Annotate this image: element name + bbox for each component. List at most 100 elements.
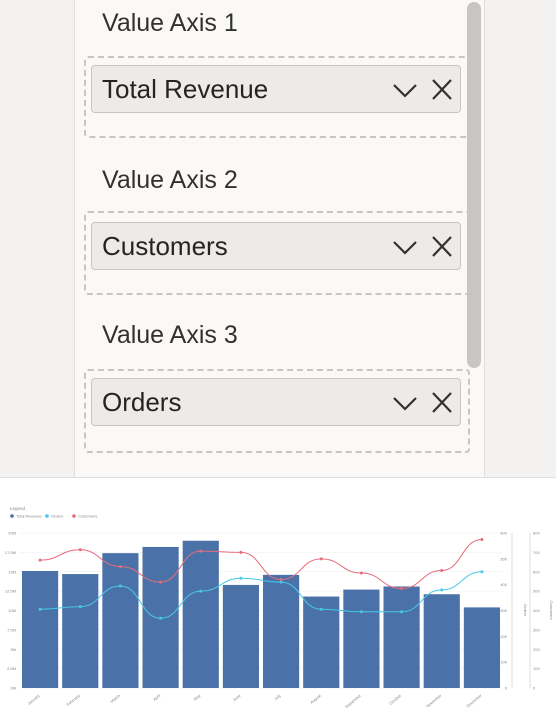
bar-total-revenue [22,570,59,688]
y3-tick-label: 600 [533,569,540,574]
customers-point [78,548,82,552]
y3-tick-label: 100 [533,666,540,671]
orders-point [480,570,484,574]
y2-tick-label: 400 [500,582,507,587]
x-tick-label: July [273,693,282,701]
y-tick-label: 7.5M [7,627,16,632]
combo-chart: Legend Total Revenue Orders Customers 0M 2.5M… [5,506,554,710]
field-pill-orders[interactable]: Orders [91,378,461,426]
chevron-down-icon[interactable] [392,78,418,102]
y2-tick-label: 600 [500,531,507,536]
y3-axis-label: Customers [549,600,554,619]
close-icon[interactable] [429,235,455,259]
value-axis-2-drop-zone[interactable] [84,211,470,295]
y3-tick-label: 300 [533,627,540,632]
customers-point [159,580,163,584]
orders-point [319,607,323,611]
bar-total-revenue [62,574,99,688]
y-tick-label: 20M [8,531,16,536]
x-tick-label: May [192,693,201,702]
x-tick-label: January [27,693,41,706]
customers-point [38,558,42,562]
legend-marker [72,514,76,518]
value-axis-1-drop-zone[interactable] [84,56,470,138]
legend-title: Legend [10,506,26,511]
bar-total-revenue [463,607,500,688]
x-tick-label: June [232,692,242,702]
value-axis-3-title: Value Axis 3 [102,321,238,349]
bar-total-revenue [222,584,259,688]
orders-point [38,607,42,611]
legend-item: Customers [78,514,97,519]
y-tick-label: 5M [10,647,16,652]
customers-point [118,565,122,569]
y2-tick-label: 200 [500,634,507,639]
panel-scrollbar[interactable] [467,2,481,368]
field-pill-total-revenue[interactable]: Total Revenue [91,65,461,113]
close-icon[interactable] [429,78,455,102]
combo-chart-visual[interactable]: Legend Total Revenue Orders Customers 0M 2.5M… [0,477,556,716]
bar-total-revenue [383,586,420,688]
customers-point [239,550,243,554]
y-tick-label: 2.5M [7,666,16,671]
y-tick-label: 12.5M [5,589,16,594]
y2-axis-label: Orders [523,604,528,616]
y3-tick-label: 500 [533,589,540,594]
orders-point [239,576,243,580]
customers-point [199,549,203,553]
x-tick-label: November [425,693,443,709]
orders-point [359,610,363,614]
field-pill-customers[interactable]: Customers [91,222,461,270]
legend-marker [10,514,14,518]
y-tick-label: 0M [10,686,16,691]
customers-point [480,537,484,541]
chevron-down-icon[interactable] [392,391,418,415]
field-pill-label: Orders [102,387,182,417]
legend-marker [45,514,49,518]
orders-point [440,588,444,592]
y-tick-label: 15M [8,569,16,574]
orders-point [400,610,404,614]
y2-tick-label: 300 [500,608,507,613]
x-tick-label: February [65,693,80,707]
customers-point [400,587,404,591]
value-axis-3-drop-zone[interactable] [84,369,470,453]
bar-total-revenue [263,574,300,688]
y3-tick-label: 700 [533,550,540,555]
x-tick-label: December [465,693,483,709]
orders-point [159,616,163,620]
value-axis-1-title: Value Axis 1 [102,9,238,37]
y3-tick-label: 400 [533,608,540,613]
y-tick-label: 17.5M [5,550,16,555]
x-tick-label: August [309,692,322,704]
field-pill-label: Customers [102,231,228,261]
customers-point [440,568,444,572]
customers-point [319,557,323,561]
y2-tick-label: 500 [500,556,507,561]
y2-tick-label: 0 [505,686,508,691]
orders-point [78,605,82,609]
field-pill-label: Total Revenue [102,74,269,104]
orders-point [118,584,122,588]
x-tick-label: September [344,693,363,710]
chevron-down-icon[interactable] [392,235,418,259]
x-tick-label: October [388,693,403,706]
legend-item: Orders [51,514,63,519]
close-icon[interactable] [429,391,455,415]
bar-total-revenue [303,596,340,688]
x-tick-label: March [109,693,121,704]
orders-point [199,589,203,593]
field-wells-panel: Value Axis 1 Total Revenue Value Axis 2 … [0,0,556,477]
customers-point [279,578,283,581]
y-tick-label: 10M [8,608,16,613]
legend-item: Total Revenue [16,514,42,519]
y3-tick-label: 200 [533,647,540,652]
customers-point [359,571,363,575]
bar-total-revenue [343,589,380,688]
orders-point [279,580,283,584]
y3-tick-label: 0 [533,686,536,691]
bar-total-revenue [102,553,139,688]
x-tick-label: April [152,693,161,702]
y3-tick-label: 800 [533,531,540,536]
bar-total-revenue [182,540,219,688]
